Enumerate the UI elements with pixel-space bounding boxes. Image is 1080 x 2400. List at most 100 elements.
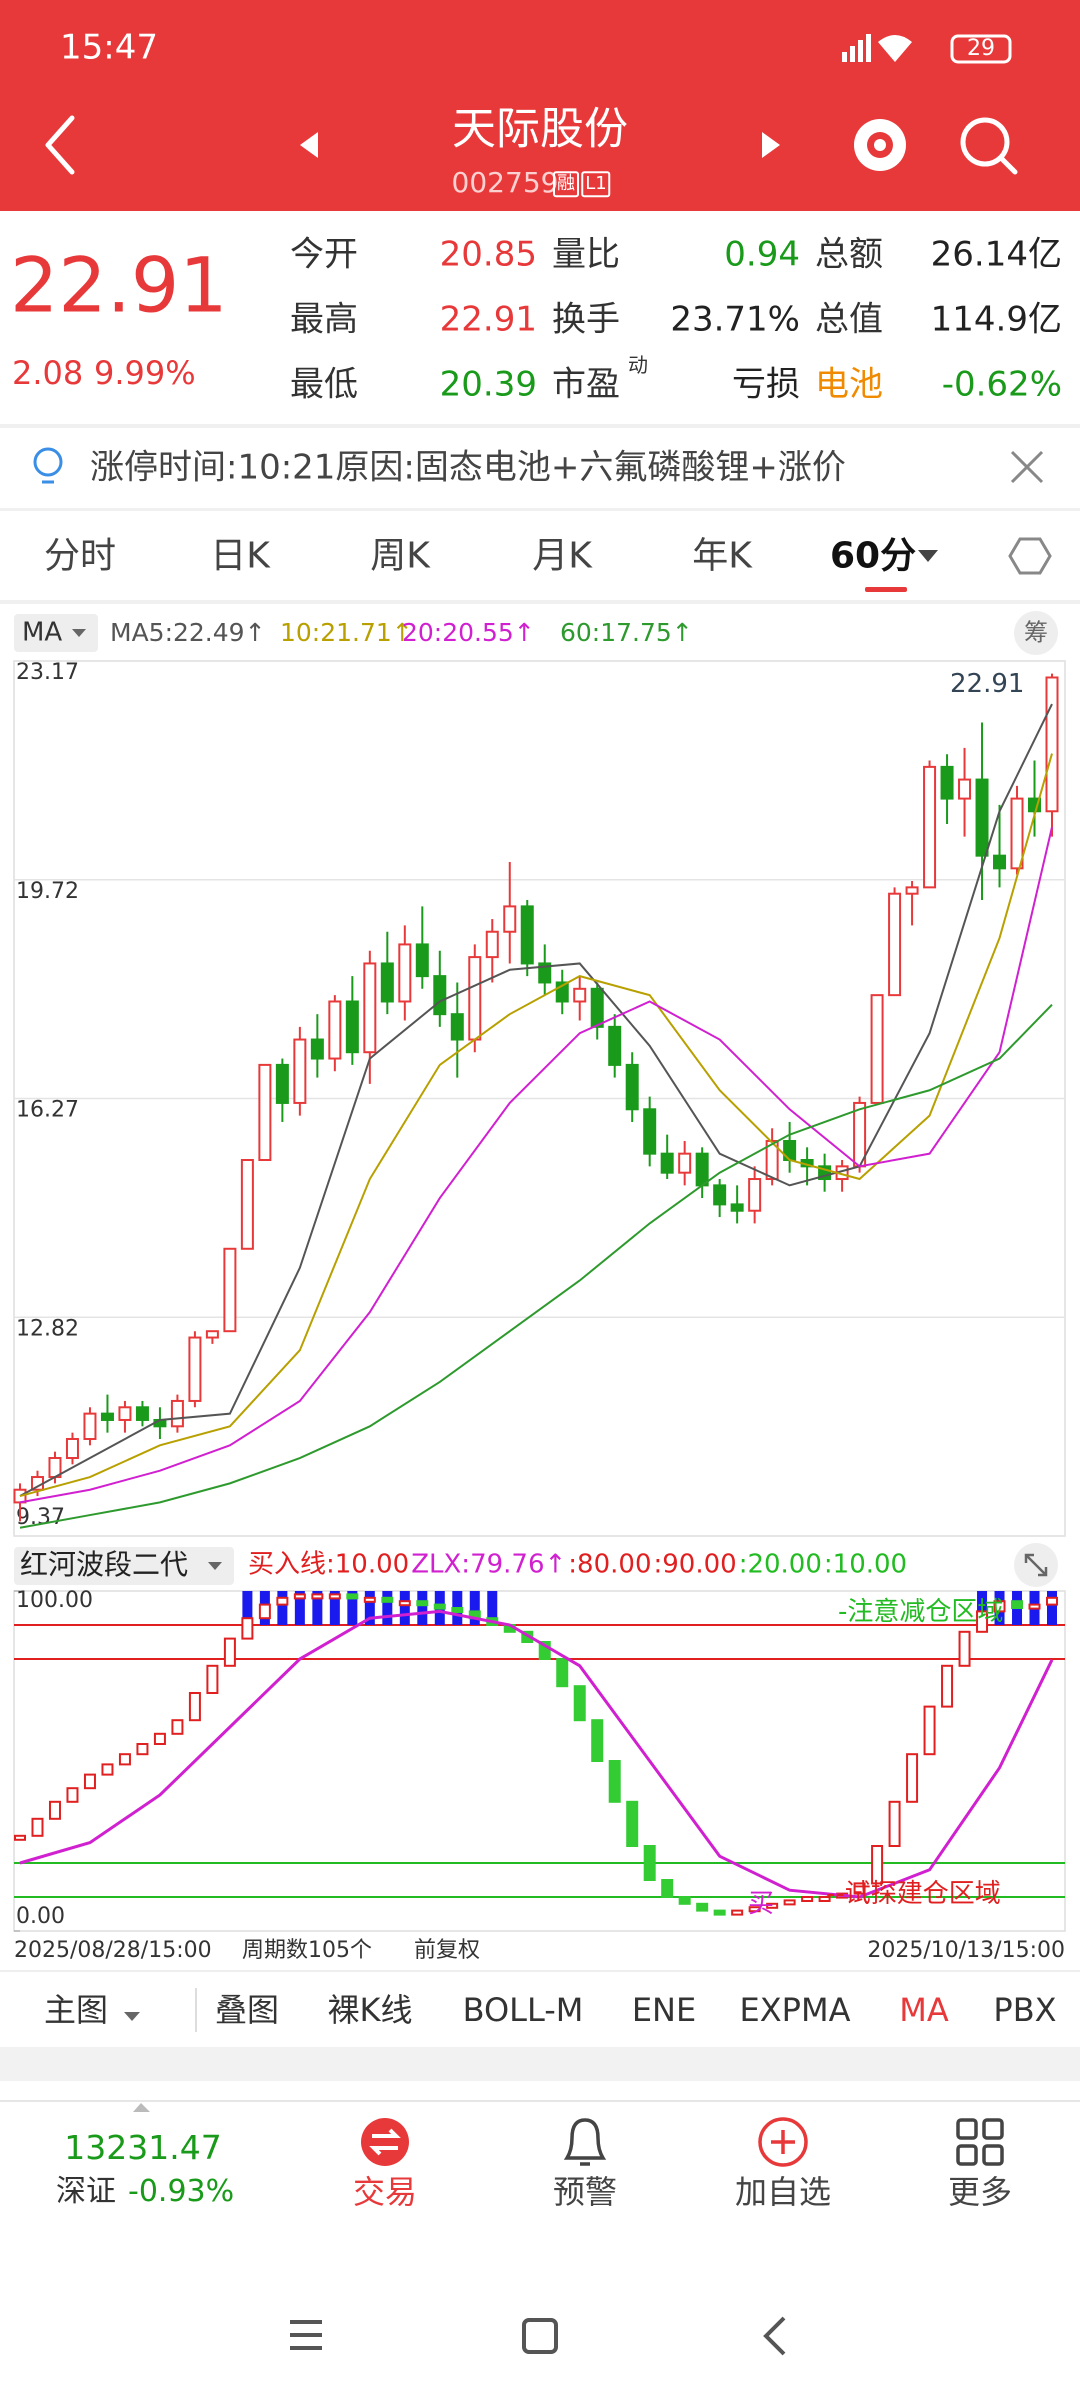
indicator-tab[interactable]: 主图 bbox=[44, 1990, 109, 2029]
candle-body bbox=[695, 1152, 709, 1187]
period-tab[interactable]: 年K bbox=[692, 535, 752, 577]
y-tick-label: 0.00 bbox=[16, 1904, 65, 1929]
nav-item[interactable]: 加自选 bbox=[734, 2172, 832, 2211]
y-tick-label: 23.17 bbox=[16, 660, 79, 685]
candle-body bbox=[958, 778, 972, 800]
back-button[interactable] bbox=[45, 115, 75, 175]
watchlist-icon[interactable] bbox=[758, 2117, 808, 2167]
index-change: -0.93% bbox=[128, 2174, 235, 2209]
zone-bar bbox=[382, 1591, 393, 1625]
zlx-line bbox=[19, 1609, 1054, 1899]
indicator-tab[interactable]: EXPMA bbox=[739, 1990, 851, 2029]
trade-icon[interactable] bbox=[361, 2118, 409, 2166]
menu-button[interactable] bbox=[290, 2320, 322, 2350]
indicator-tab[interactable]: PBX bbox=[993, 1990, 1057, 2029]
candle-body bbox=[625, 1063, 639, 1111]
signal bbox=[842, 34, 912, 62]
period-tab[interactable]: 分时 bbox=[43, 535, 117, 577]
search-button[interactable] bbox=[960, 117, 1010, 167]
indicator-bar bbox=[363, 1596, 376, 1603]
alert-icon[interactable] bbox=[563, 2118, 607, 2166]
index-value[interactable]: 13231.47 bbox=[64, 2128, 222, 2168]
mascot-button[interactable] bbox=[854, 119, 906, 171]
nav-item[interactable]: 更多 bbox=[947, 2172, 1013, 2211]
indicator-name[interactable]: MA bbox=[22, 617, 63, 648]
legend-entry: 20:20.55↑ bbox=[402, 618, 535, 647]
indicator-bar bbox=[83, 1773, 96, 1790]
candle-body bbox=[83, 1412, 97, 1440]
indicator-select[interactable] bbox=[14, 614, 98, 652]
nav-item[interactable]: 交易 bbox=[352, 2172, 418, 2211]
indicator-bar bbox=[66, 1787, 79, 1803]
indicator-bar bbox=[906, 1753, 919, 1803]
indicator-bar bbox=[573, 1685, 586, 1722]
plot-frame bbox=[13, 1590, 1066, 1932]
candle-body bbox=[993, 854, 1007, 870]
period-tab[interactable]: 周K bbox=[370, 535, 430, 577]
candle-body bbox=[608, 1025, 622, 1066]
zone-annotation: -注意减仓区域 bbox=[838, 1597, 1003, 1627]
indicator-bar bbox=[153, 1732, 166, 1746]
more-icon[interactable] bbox=[956, 2118, 1004, 2166]
close-notice[interactable] bbox=[1010, 450, 1044, 484]
indicator-bar bbox=[31, 1817, 44, 1837]
prev-stock[interactable] bbox=[300, 132, 318, 158]
indicator-bar bbox=[538, 1641, 551, 1660]
indicator-bar bbox=[661, 1879, 674, 1898]
price: 22.91 bbox=[10, 240, 228, 330]
indicator-bar bbox=[48, 1800, 61, 1820]
param: :90.00 bbox=[653, 1549, 737, 1580]
candle-body bbox=[765, 1139, 779, 1181]
indicator-bar bbox=[818, 1896, 831, 1902]
period-tab[interactable]: 60分 bbox=[830, 535, 917, 577]
indicator-bar bbox=[416, 1600, 429, 1607]
chips-button[interactable] bbox=[1014, 611, 1058, 655]
candle-body bbox=[450, 1013, 464, 1041]
candle-body bbox=[660, 1152, 674, 1174]
candle-body bbox=[520, 905, 534, 965]
candle-body bbox=[538, 962, 552, 984]
indicator-tab[interactable]: MA bbox=[899, 1990, 949, 2029]
settings-button[interactable] bbox=[1008, 537, 1052, 575]
bulb-icon bbox=[33, 447, 63, 484]
buy-annotation: 买 bbox=[748, 1889, 774, 1919]
indicator-tab[interactable]: ENE bbox=[631, 1990, 697, 2029]
indicator-bar bbox=[643, 1845, 656, 1881]
home-button[interactable] bbox=[522, 2318, 558, 2354]
indicator-bar bbox=[1046, 1596, 1058, 1606]
nav-item[interactable]: 预警 bbox=[552, 2172, 618, 2211]
indicator-tab[interactable]: BOLL-M bbox=[462, 1990, 584, 2029]
zone-bar bbox=[242, 1591, 253, 1625]
back-nav[interactable] bbox=[763, 2316, 786, 2356]
indicator-bar bbox=[171, 1719, 184, 1735]
stat-value: 22.91 bbox=[439, 299, 537, 340]
candle-body bbox=[258, 1063, 272, 1162]
legend-entry: 10:21.71↑ bbox=[280, 618, 413, 647]
candle-body bbox=[870, 994, 884, 1104]
indicator-title[interactable]: 红河波段二代 bbox=[20, 1548, 189, 1582]
indicator-bar bbox=[853, 1882, 866, 1895]
indicator-bar bbox=[783, 1899, 796, 1906]
candle-body bbox=[1045, 676, 1059, 813]
period-tab[interactable]: 月K bbox=[532, 535, 592, 577]
indicator-bar bbox=[713, 1909, 726, 1916]
param: 买入线:10.00 bbox=[248, 1549, 410, 1580]
next-stock[interactable] bbox=[762, 132, 780, 158]
candle-body bbox=[310, 1038, 324, 1060]
indicator-tab[interactable]: 叠图 bbox=[214, 1990, 280, 2029]
candle-body bbox=[293, 1038, 307, 1104]
indicator-tab[interactable]: 裸K线 bbox=[327, 1990, 413, 2029]
candle-body bbox=[975, 778, 989, 857]
limit-up-notice: 涨停时间:10:21原因:固态电池+六氟磷酸锂+涨价 bbox=[90, 447, 846, 488]
candle-body bbox=[940, 765, 954, 800]
period-tab[interactable]: 日K bbox=[210, 535, 270, 577]
stat-value: 20.39 bbox=[439, 364, 537, 405]
chips-label[interactable]: 筹 bbox=[1024, 618, 1048, 647]
indicator-bar bbox=[748, 1906, 761, 1913]
candle-body bbox=[853, 1101, 867, 1168]
indicator-select[interactable] bbox=[14, 1547, 234, 1585]
header-bg bbox=[0, 0, 1080, 211]
change-pct: 9.99% bbox=[94, 353, 196, 392]
candle-body bbox=[363, 962, 377, 1054]
